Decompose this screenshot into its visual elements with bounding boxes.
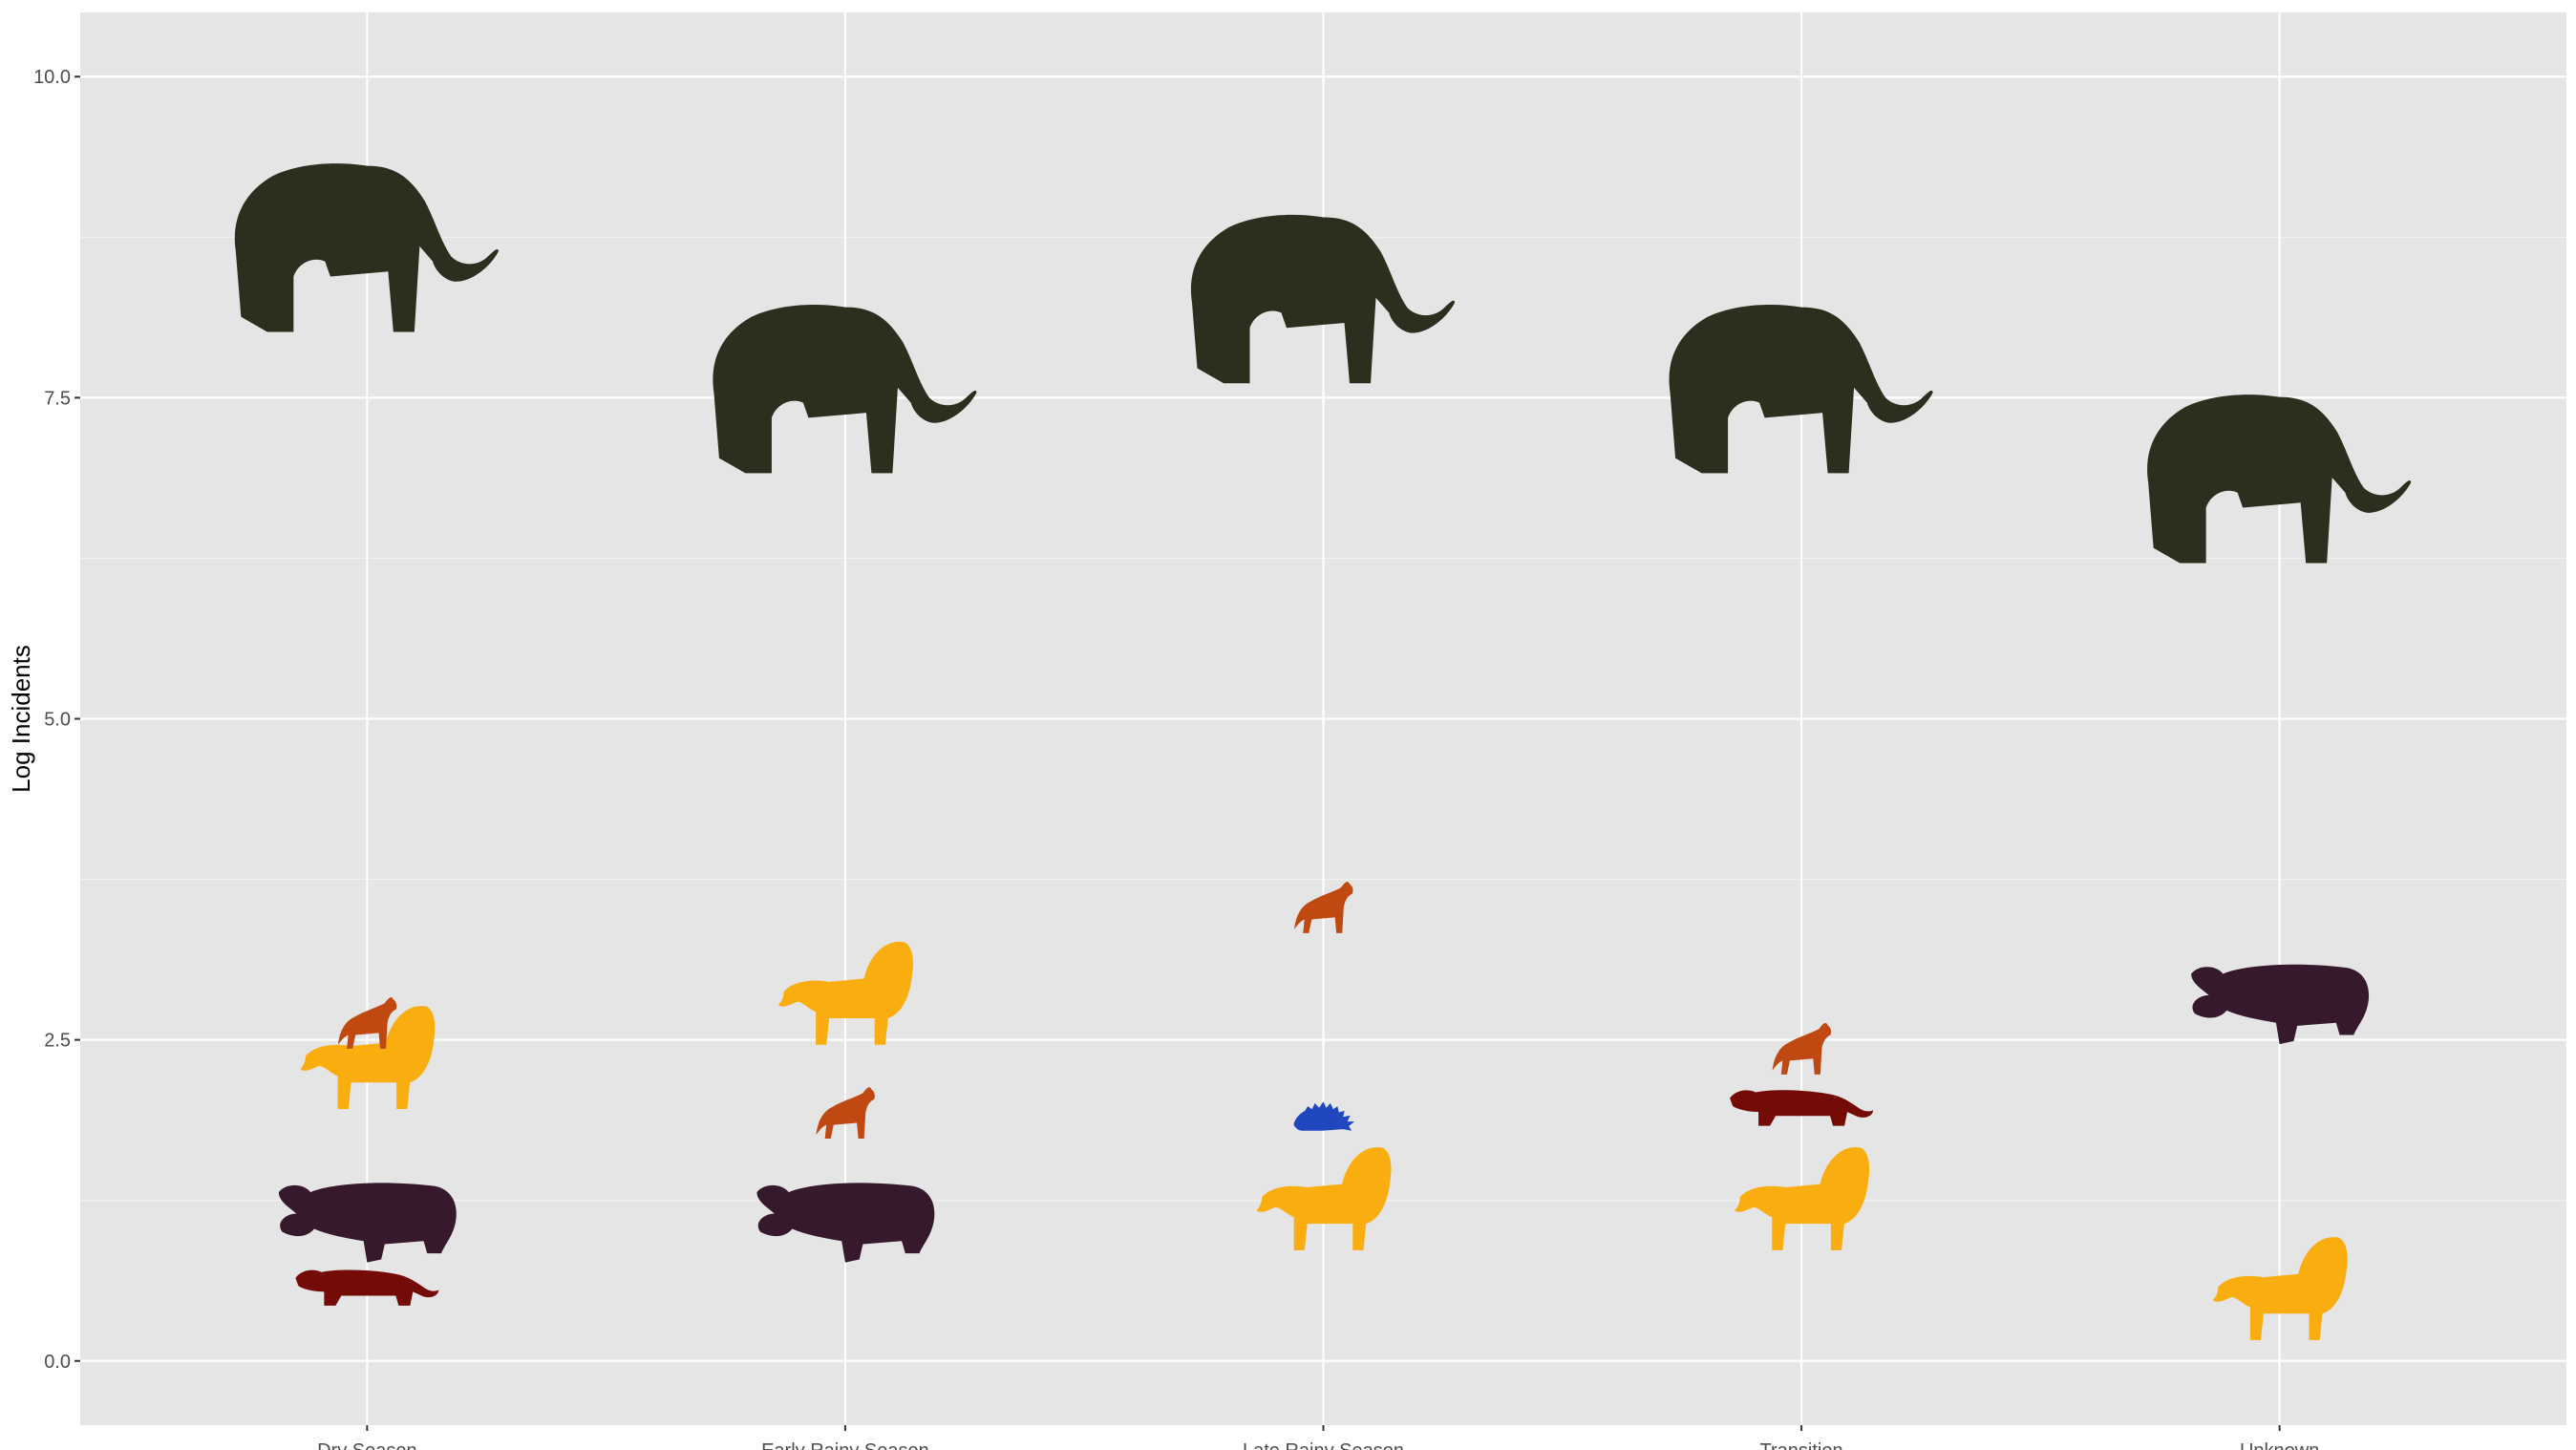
x-tick-label: Transition: [1760, 1440, 1843, 1450]
data-point: [713, 305, 977, 474]
data-point: [1669, 305, 1933, 474]
x-tick-label: Early Rainy Season: [761, 1440, 929, 1450]
data-point: [2212, 1237, 2348, 1341]
hyena-icon: [337, 997, 397, 1049]
data-point: [1294, 882, 1353, 933]
data-point: [300, 1006, 436, 1110]
data-point: [1190, 214, 1455, 384]
leopard-icon: [1730, 1090, 1874, 1126]
lion-icon: [1256, 1147, 1392, 1250]
data-point: [1293, 1101, 1355, 1131]
y-tick-label: 2.5: [44, 1031, 71, 1052]
x-axis: Dry Season Early Rainy Season Late Rainy S…: [317, 1425, 2319, 1450]
elephant-icon: [713, 305, 977, 474]
x-tick-label: Dry Season: [317, 1440, 417, 1450]
elephant-icon: [234, 163, 499, 332]
lion-icon: [300, 1006, 436, 1110]
x-tick-label: Unknown: [2240, 1440, 2319, 1450]
hippo-icon: [2191, 964, 2370, 1045]
y-axis-title: Log Incidents: [7, 645, 35, 793]
hippo-icon: [278, 1183, 457, 1263]
porcupine-icon: [1293, 1101, 1355, 1131]
data-point: [1730, 1090, 1874, 1126]
x-tick-label: Late Rainy Season: [1243, 1440, 1404, 1450]
data-point: [816, 1087, 875, 1140]
y-tick-label: 7.5: [44, 388, 71, 409]
data-point: [234, 163, 499, 332]
data-point: [295, 1269, 439, 1306]
y-tick-label: 0.0: [44, 1352, 71, 1373]
data-point: [278, 1183, 457, 1263]
data-point: [777, 941, 913, 1045]
elephant-icon: [2147, 394, 2412, 564]
data-point: [1772, 1022, 1832, 1075]
y-axis: 0.0 2.5 5.0 7.5 10.0: [33, 67, 80, 1373]
y-tick-label: 5.0: [44, 710, 71, 731]
elephant-icon: [1190, 214, 1455, 384]
y-tick-label: 10.0: [33, 67, 71, 88]
lion-icon: [1735, 1147, 1870, 1250]
elephant-icon: [1669, 305, 1933, 474]
data-point: [2191, 964, 2370, 1045]
hyena-icon: [1294, 882, 1353, 933]
lion-icon: [777, 941, 913, 1045]
hyena-icon: [816, 1087, 875, 1140]
data-point: [1735, 1147, 1870, 1250]
leopard-icon: [295, 1269, 439, 1306]
data-marks: [234, 163, 2412, 1341]
data-point: [1256, 1147, 1392, 1250]
data-point: [2147, 394, 2412, 564]
data-point: [337, 997, 397, 1049]
hippo-icon: [756, 1183, 935, 1263]
data-point: [756, 1183, 935, 1263]
hyena-icon: [1772, 1022, 1832, 1075]
lion-icon: [2212, 1237, 2348, 1341]
